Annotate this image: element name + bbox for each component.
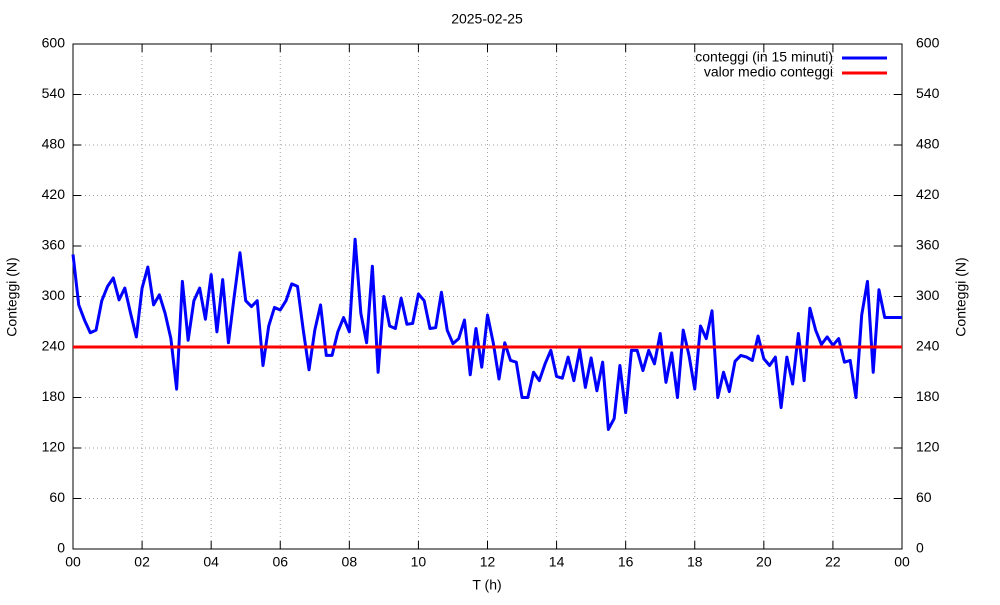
x-tick-label: 16: [618, 554, 634, 570]
x-tick-label: 02: [134, 554, 150, 570]
x-tick-label: 18: [687, 554, 703, 570]
y-tick-label: 180: [42, 388, 66, 404]
y-axis-label: Conteggi (N): [4, 257, 20, 336]
y-tick-label: 120: [42, 439, 66, 455]
x-tick-label: 00: [65, 554, 81, 570]
x-tick-label: 22: [825, 554, 841, 570]
y-tick-label: 480: [42, 136, 66, 152]
x-tick-label: 20: [756, 554, 772, 570]
y-tick-label: 540: [42, 85, 66, 101]
plot-frame: [72, 43, 903, 550]
x-tick-label: 12: [480, 554, 496, 570]
x-tick-label: 00: [894, 554, 910, 570]
y2-tick-label: 120: [916, 439, 940, 455]
legend-label: conteggi (in 15 minuti): [695, 49, 833, 65]
y2-tick-label: 600: [916, 35, 940, 51]
x-tick-label: 10: [411, 554, 427, 570]
y2-tick-label: 300: [916, 287, 940, 303]
x-axis-label: T (h): [472, 577, 501, 593]
x-tick-label: 04: [203, 554, 219, 570]
y2-axis-label: Conteggi (N): [953, 257, 969, 336]
y-tick-label: 600: [42, 35, 66, 51]
y2-tick-label: 60: [916, 489, 932, 505]
y2-tick-label: 540: [916, 85, 940, 101]
x-tick-label: 06: [272, 554, 288, 570]
y-tick-label: 60: [49, 489, 65, 505]
y2-tick-label: 0: [916, 540, 924, 556]
y2-tick-label: 480: [916, 136, 940, 152]
y2-tick-label: 180: [916, 388, 940, 404]
y-tick-label: 300: [42, 287, 66, 303]
y2-tick-label: 240: [916, 338, 940, 354]
y-tick-label: 240: [42, 338, 66, 354]
y-tick-label: 0: [57, 540, 65, 556]
legend-label: valor medio conteggi: [704, 64, 833, 80]
data-line: [71, 237, 902, 431]
x-tick-label: 14: [549, 554, 565, 570]
y2-tick-label: 360: [916, 237, 940, 253]
y-tick-label: 420: [42, 186, 66, 202]
x-tick-label: 08: [342, 554, 358, 570]
y2-tick-label: 420: [916, 186, 940, 202]
chart-title: 2025-02-25: [451, 11, 523, 27]
y-tick-label: 360: [42, 237, 66, 253]
